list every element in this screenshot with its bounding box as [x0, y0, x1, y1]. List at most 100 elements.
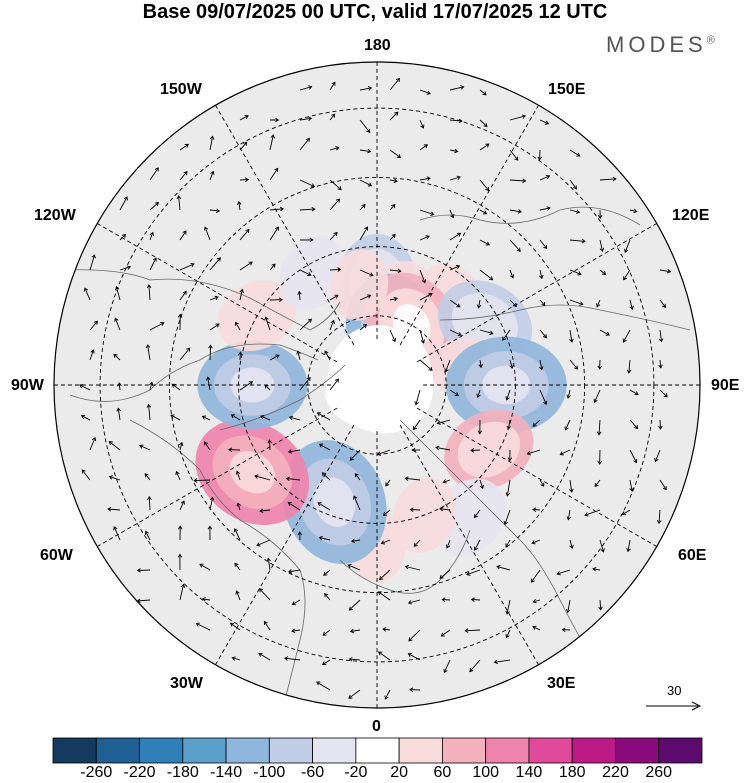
wind-arrow — [178, 441, 184, 451]
wind-arrow — [235, 470, 241, 481]
wind-arrow — [449, 329, 462, 337]
wind-arrow — [659, 299, 666, 308]
colorbar-tick-label: -140 — [210, 764, 243, 781]
wind-arrow — [569, 149, 581, 157]
wind-arrow — [659, 479, 667, 491]
wind-arrow — [318, 443, 331, 451]
wind-arrow — [599, 329, 610, 336]
wind-arrow — [179, 170, 188, 181]
wind-arrow — [348, 689, 361, 699]
wind-arrow — [107, 507, 121, 512]
wind-arrow — [256, 539, 271, 547]
wind-arrow — [254, 474, 271, 481]
wind-arrow — [539, 479, 545, 487]
wind-arrow — [267, 439, 272, 451]
wind-arrow — [561, 627, 571, 632]
lon-label-90w: 90W — [11, 377, 44, 394]
wind-arrow — [176, 195, 182, 211]
colorbar-tick-label: -260 — [80, 764, 113, 781]
wind-arrow — [479, 269, 494, 281]
wind-arrow — [83, 287, 91, 301]
wind-arrow — [389, 296, 398, 302]
wind-arrow — [299, 179, 316, 188]
wind-arrow — [509, 359, 514, 369]
wind-arrow — [419, 269, 427, 284]
wind-arrow — [239, 381, 253, 391]
wind-arrow — [285, 476, 301, 482]
wind-arrow — [116, 407, 121, 421]
wind-arrow — [236, 502, 241, 511]
wind-arrow — [269, 354, 280, 361]
wind-arrow — [329, 267, 342, 272]
wind-arrow — [318, 535, 331, 541]
lon-label-150e: 150E — [548, 81, 586, 98]
wind-arrow — [419, 119, 425, 129]
wind-arrow — [359, 148, 372, 154]
wind-arrow — [359, 269, 374, 277]
wind-arrow — [348, 657, 361, 662]
wind-arrow — [473, 539, 481, 551]
latitude-circle — [99, 107, 655, 663]
wind-arrow — [234, 321, 241, 331]
reference-vector-head — [691, 701, 702, 711]
wind-arrow — [389, 77, 401, 91]
wind-arrow — [509, 178, 527, 184]
wind-arrow — [413, 539, 421, 547]
wind-arrow — [509, 149, 519, 161]
wind-arrow — [149, 202, 160, 211]
coastline-eurasia — [399, 419, 601, 671]
wind-arrow — [205, 376, 211, 391]
wind-arrow — [419, 89, 431, 95]
wind-arrow — [476, 389, 481, 398]
wind-arrow — [404, 564, 421, 571]
colorbar-tick-label: 60 — [433, 764, 452, 781]
lon-label-60w: 60W — [40, 547, 73, 564]
wind-arrow — [299, 377, 311, 391]
wind-arrow — [599, 239, 605, 253]
wind-arrow — [329, 146, 340, 151]
wind-arrow — [569, 179, 577, 190]
wind-arrow — [569, 269, 582, 276]
wind-arrow — [296, 350, 301, 361]
wind-arrow — [359, 119, 371, 133]
graticule — [54, 62, 700, 708]
wind-arrow — [419, 176, 431, 181]
registered-mark: ® — [706, 34, 715, 47]
wind-arrow — [209, 323, 220, 331]
wind-arrow — [496, 564, 511, 571]
wind-arrow — [532, 419, 541, 427]
lon-label-120w: 120W — [34, 207, 76, 224]
wind-arrow — [599, 539, 605, 553]
wind-arrow — [108, 441, 121, 451]
colorbar-tick-label: -220 — [123, 764, 156, 781]
wind-arrow — [359, 226, 369, 241]
wind-arrow — [287, 449, 301, 454]
wind-arrow — [380, 539, 391, 545]
pole-blank-area — [325, 325, 434, 434]
wind-arrow — [230, 414, 241, 421]
wind-arrow — [389, 178, 398, 184]
wind-arrow — [569, 329, 574, 343]
wind-arrow — [559, 449, 571, 456]
wind-arrow — [479, 119, 488, 128]
wind-arrow — [291, 628, 301, 634]
wind-arrow — [449, 232, 462, 241]
anomaly-contour — [457, 421, 521, 478]
wind-arrow — [479, 89, 487, 96]
wind-arrow — [145, 344, 151, 361]
wind-arrow — [89, 254, 96, 271]
coastline-europe — [339, 529, 471, 594]
colorbar-tick-label: 180 — [558, 764, 586, 781]
wind-arrow — [556, 569, 571, 576]
wind-arrow — [414, 389, 421, 406]
wind-arrow — [89, 349, 95, 361]
wind-arrow — [389, 329, 397, 343]
wind-arrow — [347, 564, 361, 571]
wind-arrow — [629, 208, 638, 214]
wind-arrow — [259, 508, 271, 514]
wind-arrow — [201, 597, 211, 602]
wind-arrow — [409, 687, 421, 692]
colorbar-tick-label: 20 — [390, 764, 408, 781]
wind-arrow — [539, 389, 548, 405]
wind-arrow — [89, 320, 98, 331]
